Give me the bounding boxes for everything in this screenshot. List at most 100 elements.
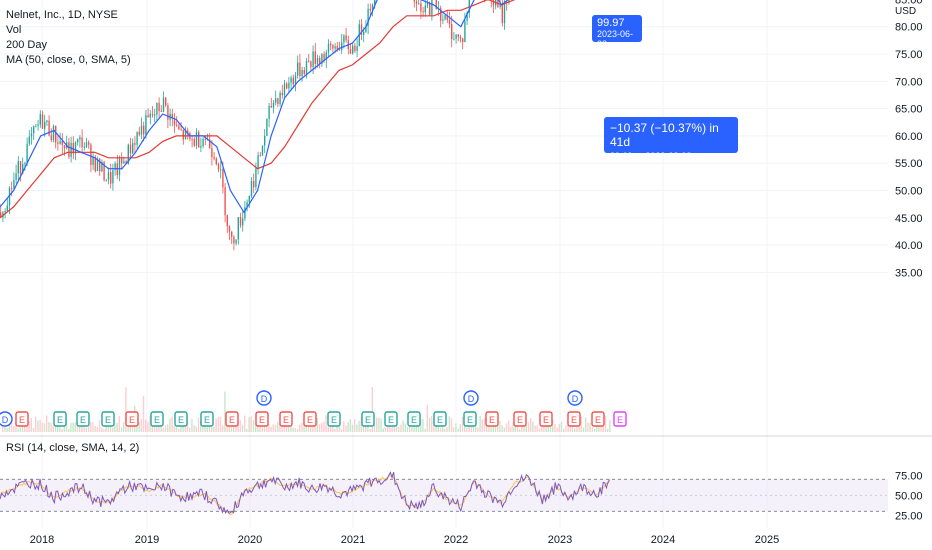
candle-body (162, 97, 165, 112)
earnings-marker-label: E (437, 415, 443, 425)
volume-bar (250, 416, 252, 432)
volume-bar (585, 417, 587, 432)
measure-detail: 89.60 ◷ 2023-08-08 (610, 151, 692, 161)
x-tick-label: 2025 (755, 534, 779, 546)
volume-bar (389, 425, 391, 432)
candle-body (28, 136, 30, 144)
volume-bar (162, 427, 164, 432)
volume-bar (521, 422, 523, 432)
candle-body (17, 161, 19, 174)
volume-bar (318, 424, 321, 432)
candle-body (46, 120, 48, 122)
earnings-marker (76, 411, 90, 427)
candle-body (19, 161, 22, 174)
candle-body (193, 139, 195, 146)
volume-bar (41, 422, 43, 432)
earnings-marker (101, 411, 115, 427)
volume-bar (263, 425, 266, 432)
volume-bar (90, 422, 92, 432)
legend: Nelnet, Inc., 1D, NYSE Vol 200 Day MA (5… (6, 8, 131, 68)
candle-body (52, 125, 55, 140)
candle-body (255, 168, 257, 188)
earnings-marker (225, 411, 239, 427)
candle-body (429, 2, 431, 15)
dividend-marker-label: D (572, 394, 579, 404)
volume-bar (534, 425, 536, 432)
volume-bar (217, 416, 219, 432)
candle-body (455, 34, 457, 39)
volume-bar (252, 420, 255, 432)
legend-ma200: 200 Day (6, 39, 47, 51)
candle-body (446, 15, 448, 21)
volume-bar (272, 424, 274, 432)
candle-body (239, 217, 242, 226)
volume-bar (316, 417, 318, 432)
earnings-marker (361, 411, 375, 427)
rsi-legend: RSI (14, close, SMA, 14, 2) (6, 442, 140, 454)
y-tick-label: 45.00 (895, 213, 923, 225)
volume-bar (334, 428, 336, 432)
candle-body (26, 143, 28, 164)
volume-bar (118, 416, 120, 432)
candle-body (13, 179, 15, 189)
candle-body (110, 172, 112, 184)
volume-bar (19, 427, 21, 432)
candle-body (187, 130, 189, 133)
earnings-marker-label: E (229, 415, 235, 425)
candle-body (74, 142, 77, 154)
price-marker-value: 99.97 (597, 17, 625, 29)
volume-bar (347, 422, 349, 432)
volume-bar (149, 415, 151, 432)
volume-bar (593, 428, 596, 432)
volume-bar (299, 424, 301, 432)
candle-body (79, 137, 81, 140)
candle-body (330, 43, 332, 46)
volume-bar (94, 425, 96, 432)
volume-bar (230, 425, 233, 432)
candle-body (149, 113, 151, 118)
earnings-marker (384, 411, 398, 427)
volume-bar (356, 424, 358, 432)
candle-body (336, 46, 338, 50)
candle-body (171, 113, 173, 119)
candle-body (231, 231, 233, 237)
candle-body (275, 98, 277, 103)
volume-bar (52, 425, 54, 432)
candle-body (30, 133, 33, 137)
volume-bar (552, 419, 554, 432)
volume-bar (384, 427, 387, 432)
candle-body (39, 114, 41, 125)
y-tick-label: 80.00 (895, 22, 923, 34)
candle-body (204, 138, 206, 140)
volume-bar (204, 424, 206, 432)
earnings-marker (150, 411, 164, 427)
x-tick-label: 2018 (30, 534, 54, 546)
volume-bar (246, 428, 248, 432)
volume-bar (114, 424, 116, 432)
legend-vol: Vol (6, 24, 22, 36)
earnings-marker-label: E (331, 415, 337, 425)
volume-bar (145, 419, 147, 432)
earnings-marker (327, 411, 341, 427)
volume-bar (167, 424, 169, 432)
volume-bar (369, 428, 371, 432)
y-tick-label: 40.00 (895, 240, 923, 252)
earnings-marker (255, 411, 269, 427)
volume-bar (39, 419, 41, 432)
candle-body (442, 19, 444, 21)
volume-bar (409, 425, 411, 432)
candle-body (244, 207, 246, 219)
ma200-line (0, 0, 516, 219)
earnings-marker (174, 411, 188, 427)
volume-bar (277, 421, 279, 432)
candle-body (200, 146, 202, 148)
rsi-line (0, 471, 611, 515)
candle-body (248, 196, 250, 203)
candle-body (506, 1, 508, 3)
candle-body (140, 125, 143, 135)
candle-body (101, 161, 103, 172)
volume-bar (239, 420, 241, 432)
candle-body (371, 4, 374, 11)
measure-change: −10.37 (−10.37%) in 41d (610, 121, 719, 149)
volume-bar (382, 428, 384, 432)
